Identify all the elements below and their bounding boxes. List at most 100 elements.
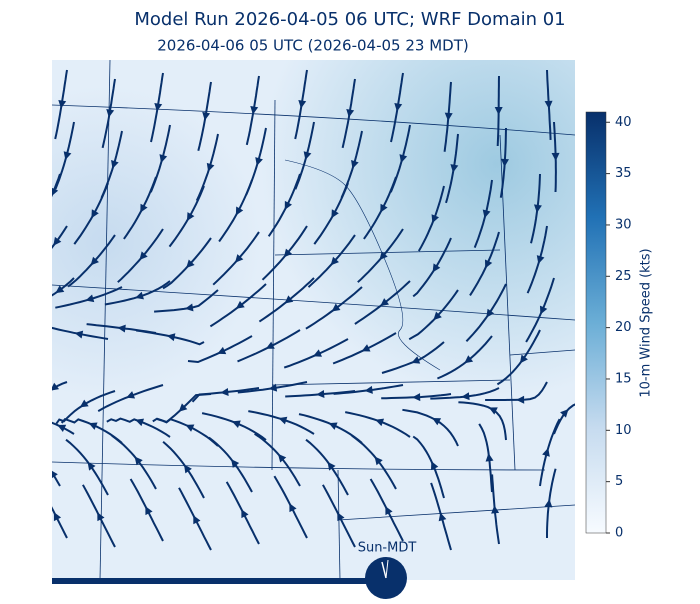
colorbar-tick-label: 5: [615, 474, 623, 489]
colorbar-label: 10-m Wind Speed (kts): [639, 248, 654, 397]
streamline-arrow: [331, 303, 341, 312]
streamline-arrow: [337, 512, 345, 522]
streamline-arrow: [488, 407, 498, 415]
streamline-arrow: [186, 259, 195, 269]
streamline-arrow: [231, 459, 240, 468]
streamline-arrow: [432, 418, 442, 426]
streamline-arrow: [52, 187, 59, 197]
streamline-arrow: [241, 509, 249, 519]
streamline-arrow: [135, 418, 145, 427]
streamline-arrow: [217, 346, 227, 355]
streamline-arrow: [289, 503, 297, 513]
streamline-arrow: [134, 456, 143, 466]
streamline-arrow: [544, 499, 553, 508]
streamline-arrow: [539, 305, 548, 315]
streamline-arrow: [399, 154, 408, 163]
streamline-arrow: [361, 344, 371, 352]
border: [271, 99, 276, 471]
streamline-arrow: [126, 391, 136, 399]
clock-hand: [385, 559, 389, 579]
streamline-arrow: [284, 295, 294, 304]
streamline-arrow: [166, 333, 176, 342]
streamline-arrow: [551, 152, 560, 161]
streamline-arrow: [544, 100, 553, 109]
border: [509, 349, 575, 356]
streamline-arrow: [52, 382, 60, 391]
streamline-arrow: [536, 255, 545, 264]
streamline-arrow: [433, 311, 442, 321]
streamline-arrow: [444, 112, 453, 121]
streamline-arrow: [331, 209, 339, 219]
streamline-arrow: [268, 383, 278, 392]
streamline-arrow: [380, 203, 388, 213]
streamline-arrow: [52, 469, 58, 479]
colorbar-ticks: 0 5 10 15 20 25 30 35 40: [606, 115, 632, 541]
streamline-arrow: [235, 206, 244, 216]
streamline-arrow: [235, 254, 244, 263]
streamline-arrow: [231, 420, 241, 429]
river: [284, 159, 441, 371]
streamline-arrow: [145, 506, 153, 516]
streamline-arrow: [438, 512, 447, 522]
streamline-arrow: [374, 456, 383, 466]
streamline-arrow: [491, 505, 500, 514]
border: [274, 249, 501, 256]
colorbar: [585, 111, 607, 534]
streamline-arrow: [185, 424, 195, 432]
streamline-arrow: [283, 248, 293, 258]
colorbar-tick-label: 10: [615, 423, 632, 438]
streamline-arrow: [85, 294, 95, 303]
streamline-arrow: [97, 512, 105, 522]
borders: [52, 60, 575, 580]
streamline-arrow: [303, 151, 312, 161]
streamline-arrow: [90, 256, 99, 266]
colorbar-tick-label: 0: [615, 526, 623, 541]
border: [337, 469, 341, 580]
streamline-arrow: [450, 164, 459, 173]
streamline-arrow: [74, 330, 84, 339]
streamline-arrow: [482, 209, 491, 219]
streamline-arrow: [461, 392, 470, 401]
clock-label: Sun-MDT: [358, 541, 417, 556]
streamline-arrow: [394, 102, 403, 112]
streamline-arrow: [87, 461, 96, 471]
streamline-arrow: [516, 395, 525, 404]
streamline-arrow: [533, 204, 542, 213]
streamline-arrow: [284, 200, 292, 210]
streamline-arrow: [235, 300, 245, 309]
streamline-arrow: [140, 203, 148, 213]
streamline-arrow: [379, 251, 388, 261]
streamline-arrow: [193, 515, 201, 525]
streamline-arrow: [57, 424, 67, 433]
streamline-arrow: [106, 108, 115, 118]
streamline-arrow: [330, 256, 339, 266]
streamline-arrow: [184, 303, 194, 312]
streamline-arrow: [313, 349, 322, 357]
streamline-arrow: [79, 399, 89, 408]
streamline-arrow: [411, 356, 421, 364]
streamline-arrow: [63, 151, 72, 161]
colorbar-tick-label: 40: [615, 115, 632, 130]
streamline-arrow: [486, 308, 495, 318]
streamline-arrow: [432, 263, 441, 273]
colorbar-tick-label: 35: [615, 166, 632, 181]
streamline-arrow: [159, 154, 168, 163]
map: [52, 60, 575, 580]
colorbar-tick-label: 25: [615, 269, 632, 284]
border: [99, 60, 111, 580]
streamline-arrow: [135, 291, 144, 300]
streamline-arrow: [202, 111, 211, 121]
colorbar-tick-label: 15: [615, 371, 632, 386]
streamline-arrow: [364, 385, 373, 394]
streamline-arrow: [255, 157, 263, 166]
streamline-arrow: [464, 355, 474, 364]
streamline-arrow: [206, 162, 215, 172]
border: [52, 284, 575, 321]
streamline-arrow: [139, 251, 148, 261]
streamline-arrow: [91, 209, 99, 219]
clock-hand: [381, 561, 387, 579]
streamline-arrow: [184, 464, 192, 474]
streamline-arrow: [560, 409, 569, 418]
border: [337, 504, 575, 521]
